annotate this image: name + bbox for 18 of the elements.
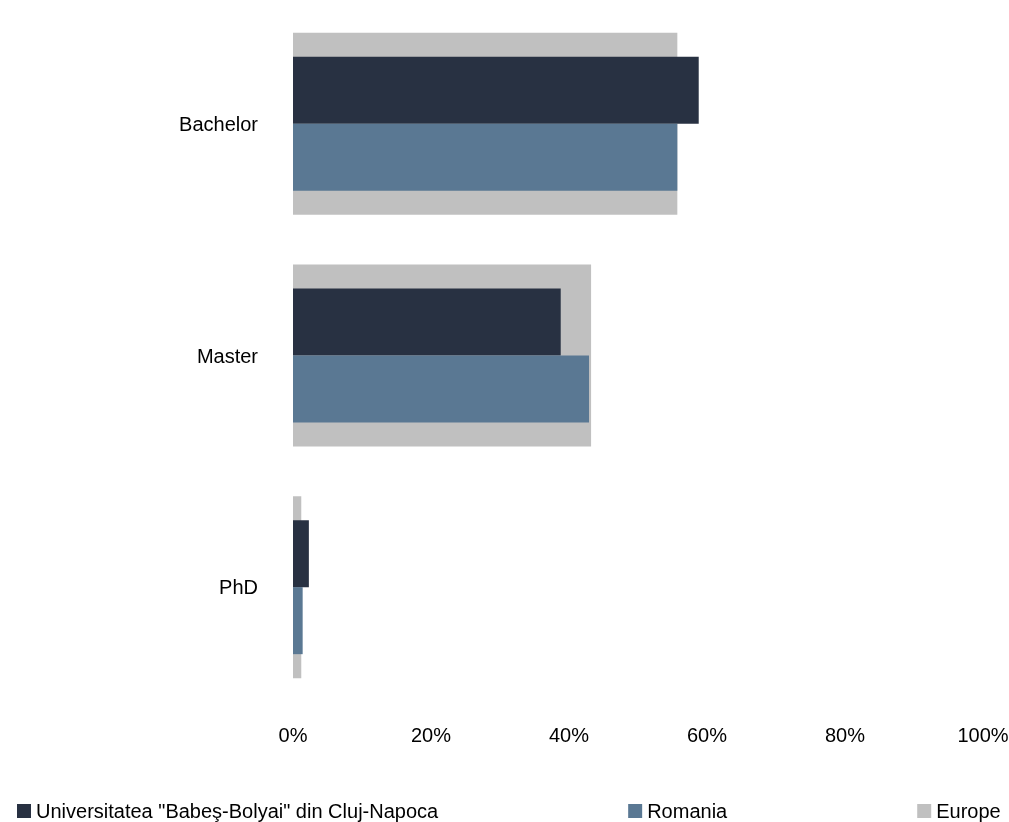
y-tick-label: Bachelor xyxy=(179,112,259,135)
x-tick-label: 60% xyxy=(686,724,728,746)
x-tick-label: 0% xyxy=(278,724,308,746)
bar xyxy=(293,288,561,356)
bar xyxy=(293,355,590,423)
legend-label: Universitatea "Babeş-Bolyai" din Cluj-Napoca xyxy=(36,800,440,822)
legend-label: Europe xyxy=(936,800,1001,822)
x-tick-label: 20% xyxy=(410,724,452,746)
y-tick-label: PhD xyxy=(219,576,258,599)
x-tick-label: 80% xyxy=(824,724,866,746)
y-tick-label: Master xyxy=(196,344,259,367)
bar xyxy=(293,56,699,124)
legend-label: Romania xyxy=(647,800,729,822)
bar xyxy=(293,587,303,655)
x-tick-label: 40% xyxy=(548,724,590,746)
bar xyxy=(293,520,309,588)
x-tick-label: 100% xyxy=(957,724,1009,746)
bar xyxy=(293,123,678,191)
